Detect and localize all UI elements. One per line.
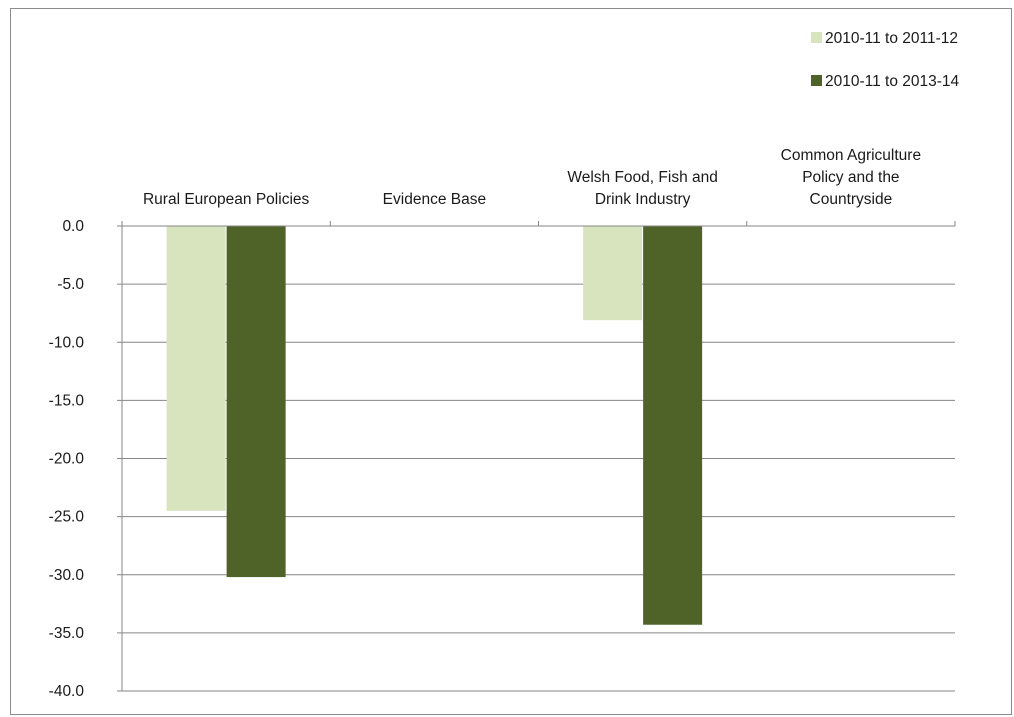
bar <box>166 226 226 511</box>
y-tick-label: -5.0 <box>57 276 84 293</box>
bar <box>583 226 643 321</box>
y-tick-label: 0.0 <box>62 218 84 235</box>
legend-swatch <box>811 75 822 86</box>
bar <box>226 226 286 578</box>
y-tick-label: -25.0 <box>49 509 85 526</box>
y-tick-label: -30.0 <box>49 567 85 584</box>
y-tick-label: -15.0 <box>49 392 85 409</box>
category-label: Evidence Base <box>383 191 486 208</box>
bar <box>643 226 703 625</box>
y-tick-label: -35.0 <box>49 625 85 642</box>
category-label: Policy and the <box>802 169 899 186</box>
y-tick-label: -20.0 <box>49 451 85 468</box>
category-label: Common Agriculture <box>781 147 921 164</box>
legend-label: 2010-11 to 2013-14 <box>825 73 960 90</box>
category-label: Welsh Food, Fish and <box>567 169 717 186</box>
category-label: Rural European Policies <box>143 191 310 208</box>
category-label: Countryside <box>810 191 893 208</box>
legend-swatch <box>811 32 822 43</box>
category-label: Drink Industry <box>595 191 691 208</box>
legend-label: 2010-11 to 2011-12 <box>825 30 958 47</box>
y-tick-label: -40.0 <box>49 683 85 700</box>
y-tick-label: -10.0 <box>49 334 85 351</box>
